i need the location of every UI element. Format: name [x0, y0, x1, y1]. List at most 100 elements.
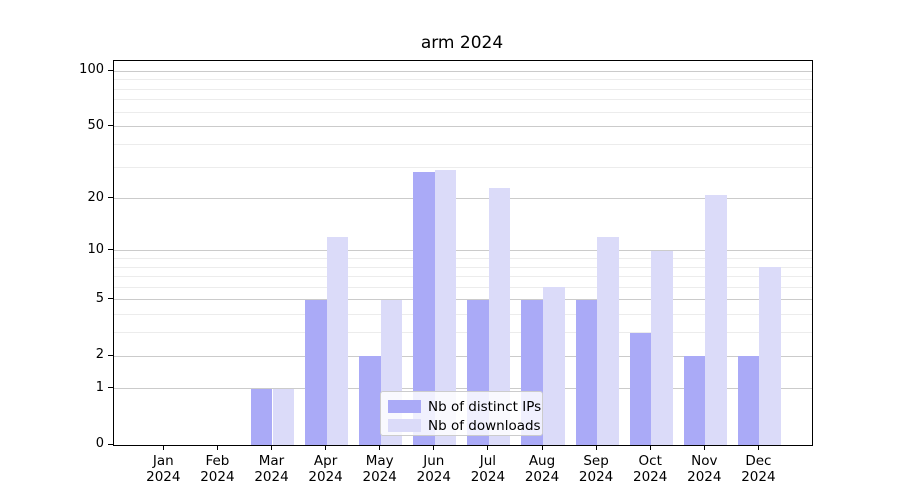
x-tick-year: 2024: [633, 469, 668, 485]
x-tick-year: 2024: [524, 469, 560, 485]
x-tick-month: Sep: [583, 453, 609, 469]
bar-distinct-ips-dec: [737, 356, 760, 445]
legend: Nb of distinct IPs Nb of downloads: [380, 391, 543, 436]
gridline-minor: [114, 79, 812, 81]
x-tick-mark: [757, 445, 759, 450]
x-tick-month: Apr: [313, 453, 338, 469]
x-tick-month: Jan: [152, 453, 174, 469]
y-tick-label: 100: [79, 62, 104, 78]
bar-downloads-dec: [759, 267, 781, 445]
x-tick-mark: [649, 445, 651, 450]
bar-distinct-ips-jun: [413, 172, 435, 445]
x-tick-mark: [325, 445, 327, 450]
x-tick-mark: [541, 445, 543, 450]
y-tick-label: 5: [95, 290, 104, 306]
bar-distinct-ips-nov: [683, 356, 706, 445]
y-tick-mark: [108, 354, 113, 356]
legend-item-downloads: Nb of downloads: [388, 417, 541, 434]
bar-downloads-jun: [434, 169, 457, 445]
y-tick-label: 10: [87, 241, 104, 257]
y-tick-label: 20: [87, 189, 104, 205]
gridline-major: [114, 355, 812, 357]
gridline-minor: [114, 266, 812, 268]
x-tick-label-jan: Jan 2024: [135, 453, 191, 485]
x-tick-year: 2024: [362, 469, 397, 485]
gridline-minor: [114, 111, 812, 113]
gridline-major: [114, 198, 812, 200]
x-tick-label-mar: Mar 2024: [244, 453, 300, 485]
x-tick-mark: [162, 445, 164, 450]
x-tick-label-aug: Aug 2024: [514, 453, 570, 485]
legend-swatch-downloads: [388, 419, 421, 432]
x-tick-year: 2024: [146, 469, 181, 485]
bar-distinct-ips-apr: [305, 299, 327, 445]
bar-downloads-jul: [488, 187, 511, 445]
legend-item-distinct-ips: Nb of distinct IPs: [388, 398, 541, 415]
bar-downloads-aug: [543, 287, 565, 445]
x-tick-label-nov: Nov 2024: [676, 453, 732, 485]
y-tick-mark: [108, 197, 113, 199]
x-tick-label-oct: Oct 2024: [622, 453, 678, 485]
x-tick-label-apr: Apr 2024: [298, 453, 354, 485]
gridline-major: [114, 299, 812, 301]
x-tick-month: Oct: [638, 453, 662, 469]
x-tick-month: Feb: [205, 453, 230, 469]
x-tick-month: May: [365, 453, 394, 469]
x-tick-label-feb: Feb 2024: [189, 453, 245, 485]
bar-distinct-ips-oct: [629, 332, 652, 445]
gridline-major: [114, 250, 812, 252]
y-tick-label: 0: [95, 436, 104, 451]
y-tick-label: 2: [95, 347, 104, 363]
gridline-major: [114, 388, 812, 390]
bar-distinct-ips-mar: [250, 388, 273, 445]
x-tick-year: 2024: [254, 469, 289, 485]
bar-downloads-oct: [651, 250, 673, 445]
bar-distinct-ips-sep: [575, 299, 598, 445]
y-tick-mark: [108, 249, 113, 251]
gridline-minor: [114, 166, 812, 168]
x-tick-year: 2024: [687, 469, 722, 485]
x-tick-month: Nov: [691, 453, 718, 469]
x-tick-month: Mar: [258, 453, 285, 469]
x-tick-year: 2024: [200, 469, 235, 485]
y-tick-mark: [108, 387, 113, 389]
gridline-minor: [114, 276, 812, 278]
x-tick-label-jul: Jul 2024: [460, 453, 516, 485]
x-tick-label-jun: Jun 2024: [406, 453, 462, 485]
x-tick-mark: [271, 445, 272, 450]
x-tick-year: 2024: [416, 469, 451, 485]
chart-title: arm 2024: [420, 33, 504, 53]
x-tick-year: 2024: [741, 469, 776, 485]
legend-label-downloads: Nb of downloads: [428, 417, 541, 434]
y-tick-label: 50: [87, 117, 104, 133]
x-tick-mark: [595, 445, 597, 450]
gridline-minor: [114, 286, 812, 288]
x-tick-month: Jun: [423, 453, 445, 469]
x-tick-label-dec: Dec 2024: [730, 453, 786, 485]
gridline-minor: [114, 99, 812, 101]
gridline-minor: [114, 314, 812, 316]
x-tick-mark: [703, 445, 705, 450]
y-tick-mark: [108, 298, 113, 300]
x-tick-month: Jul: [479, 453, 497, 469]
x-tick-mark: [433, 445, 435, 450]
gridline-minor: [114, 332, 812, 334]
gridline-major: [114, 70, 812, 72]
bar-downloads-apr: [326, 237, 349, 445]
x-tick-year: 2024: [578, 469, 614, 485]
bar-downloads-sep: [597, 237, 619, 445]
x-tick-mark: [216, 445, 218, 450]
gridline-minor: [114, 143, 812, 145]
x-tick-label-sep: Sep 2024: [568, 453, 624, 485]
bar-downloads-nov: [705, 194, 727, 445]
x-tick-month: Aug: [528, 453, 556, 469]
x-tick-mark: [487, 445, 489, 450]
y-tick-mark: [108, 125, 113, 127]
x-tick-year: 2024: [470, 469, 506, 485]
gridline-major: [114, 126, 812, 128]
x-tick-label-may: May 2024: [352, 453, 408, 485]
x-tick-mark: [379, 445, 381, 450]
legend-swatch-distinct-ips: [388, 400, 421, 413]
gridline-minor: [114, 258, 812, 260]
